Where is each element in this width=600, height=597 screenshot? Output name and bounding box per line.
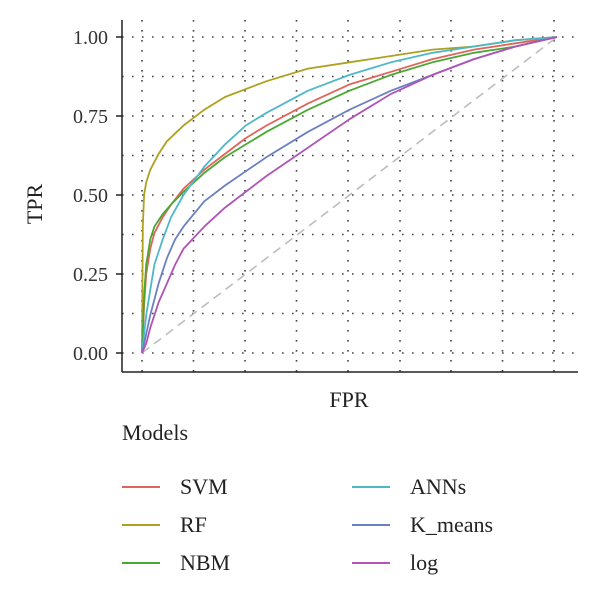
series-line-rf bbox=[141, 36, 558, 354]
legend-item-anns: ANNs bbox=[352, 474, 562, 500]
legend-label: SVM bbox=[180, 474, 228, 499]
legend-item-rf: RF bbox=[122, 512, 352, 538]
legend-entries: SVM ANNs RF K_means NBM log bbox=[122, 474, 562, 576]
grid bbox=[122, 20, 578, 372]
legend-swatch bbox=[352, 562, 390, 564]
legend-swatch bbox=[352, 486, 390, 488]
legend-swatch bbox=[122, 486, 160, 488]
legend: Models SVM ANNs RF K_means NBM log bbox=[122, 420, 562, 576]
legend-label: ANNs bbox=[410, 474, 467, 499]
series-line-nbm bbox=[141, 36, 558, 354]
series-line-svm bbox=[141, 36, 558, 354]
legend-swatch bbox=[352, 524, 390, 526]
legend-label: NBM bbox=[180, 550, 231, 575]
legend-swatch bbox=[122, 524, 160, 526]
legend-item-svm: SVM bbox=[122, 474, 352, 500]
legend-item-k-means: K_means bbox=[352, 512, 562, 538]
series-line-anns bbox=[141, 36, 558, 354]
x-axis-title: FPR bbox=[329, 387, 368, 412]
y-tick-label: 1.00 bbox=[73, 27, 108, 49]
legend-item-nbm: NBM bbox=[122, 550, 352, 576]
legend-item-log: log bbox=[352, 550, 562, 576]
y-axis-ticks: 0.00 0.25 0.50 0.75 1.00 bbox=[73, 27, 122, 365]
legend-label: log bbox=[410, 550, 439, 575]
y-tick-label: 0.25 bbox=[73, 264, 108, 286]
legend-title: Models bbox=[122, 420, 188, 445]
y-tick-label: 0.50 bbox=[73, 185, 108, 207]
series-layer bbox=[141, 36, 558, 354]
legend-label: RF bbox=[180, 512, 207, 537]
legend-label: K_means bbox=[410, 512, 494, 537]
y-tick-label: 0.75 bbox=[73, 106, 108, 128]
legend-swatch bbox=[122, 562, 160, 564]
series-line-log bbox=[141, 36, 558, 354]
y-tick-label: 0.00 bbox=[73, 343, 108, 365]
roc-chart: 0.00 0.25 0.50 0.75 1.00 FPR TPR bbox=[22, 20, 578, 412]
y-axis-title: TPR bbox=[22, 184, 47, 225]
diagonal-reference-line bbox=[141, 36, 558, 354]
